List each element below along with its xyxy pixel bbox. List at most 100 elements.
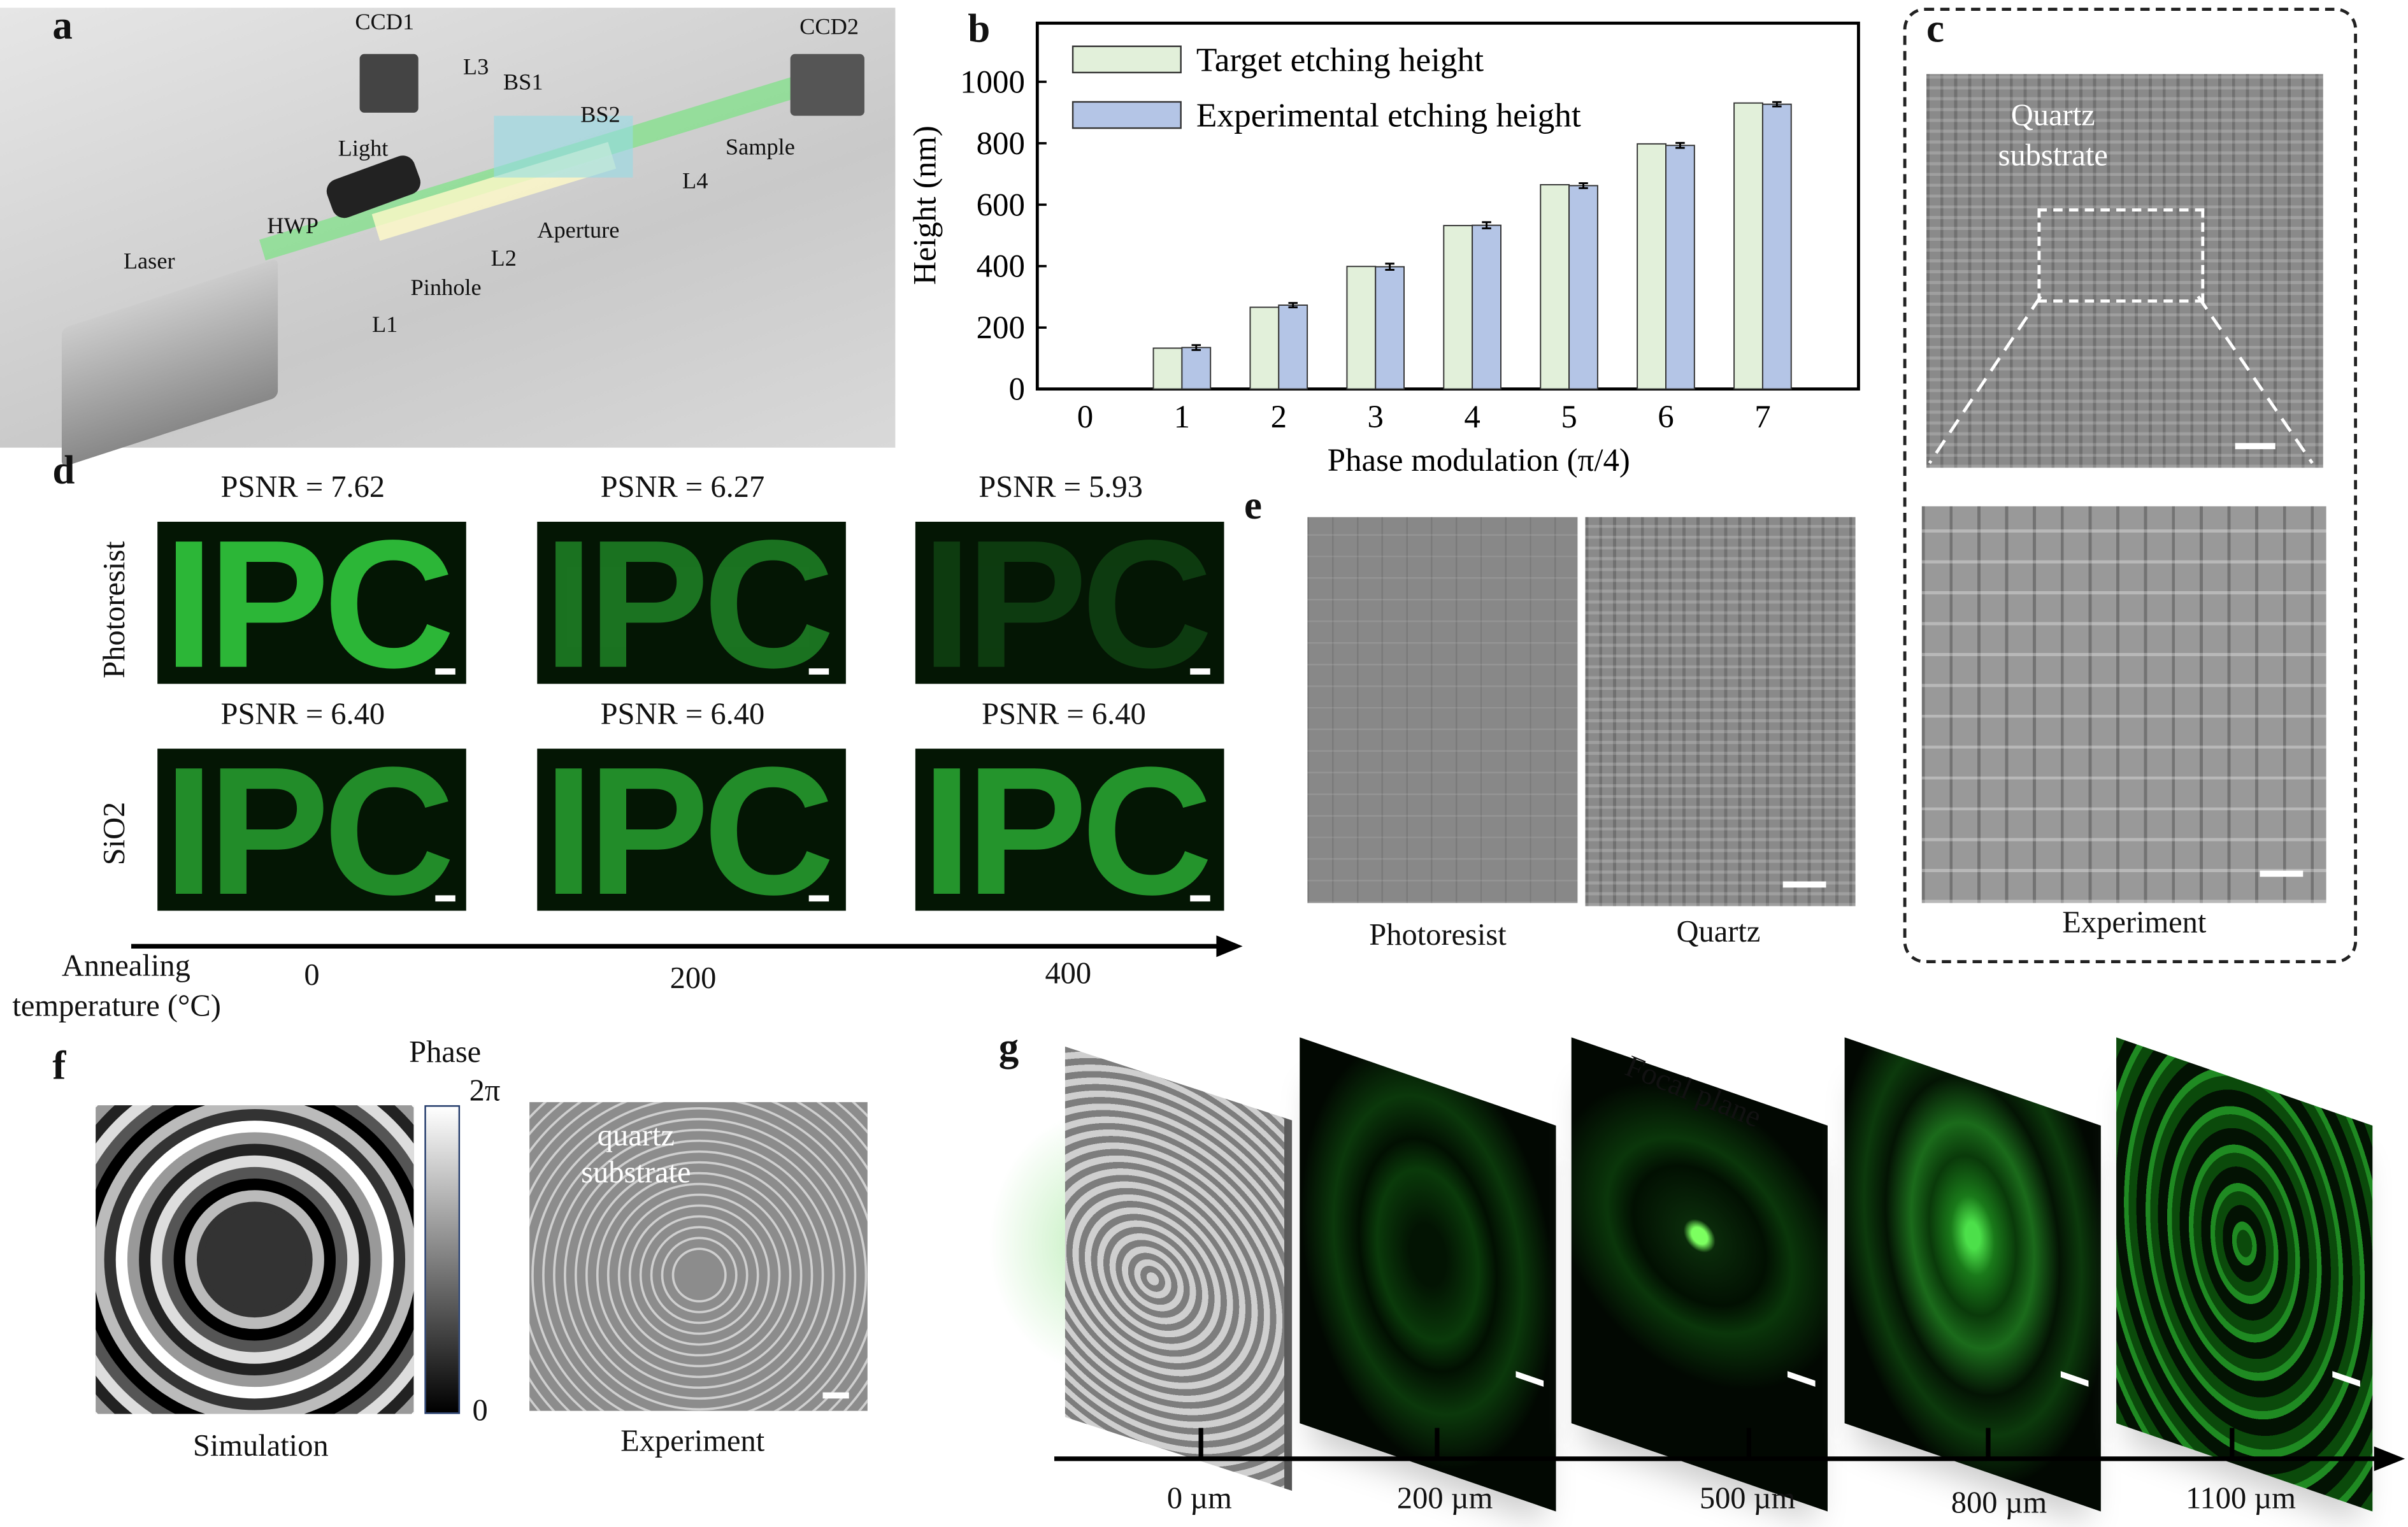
label-ccd2: CCD2 [799,15,859,41]
scale-bar [822,1392,849,1399]
etched-ring [531,1107,868,1411]
ipc-image: IPC [915,749,1224,911]
quartz-substrate-label: Quartz substrate [1998,99,2108,173]
y-tick-label: 1000 [960,64,1025,100]
x-tick-label: 3 [1368,399,1384,435]
lens-sample [1064,1046,1293,1491]
beam-splitters [494,115,633,178]
etched-ring [585,1161,813,1389]
colorbar-title: Phase [409,1035,482,1070]
bar-target [1637,143,1666,390]
phase-colorbar [424,1105,461,1414]
x-tick-label: 7 [1754,399,1770,435]
panel-c-border [1903,8,2358,964]
bar-experimental [1472,224,1501,390]
tick-400: 400 [1045,957,1092,991]
zoom-lines [1928,295,2314,464]
panel-label-e: e [1244,483,1262,528]
label-light: Light [338,137,389,162]
x-tick-label: 1 [1174,399,1190,435]
error-bar [1288,302,1298,308]
bar-target [1540,183,1570,390]
ipc-image: IPC [915,522,1224,684]
tick-200um: 200 µm [1396,1482,1493,1516]
zoom-region-box [2037,208,2205,303]
label-ccd1: CCD1 [355,10,415,36]
error-bar [1482,221,1491,229]
y-tick-label: 800 [977,126,1025,162]
label-l3: L3 [462,55,489,81]
etched-ring [671,1247,727,1303]
etched-ring [553,1128,846,1411]
temperature-arrow [131,935,1243,957]
x-tick-label: 4 [1464,399,1480,435]
experiment-quartz-image [529,1102,868,1411]
error-bar [1579,182,1588,189]
axis-label-temperature: temperature (°C) [12,989,221,1024]
bar-target [1443,225,1473,390]
psnr-r2c2: PSNR = 6.40 [600,698,765,732]
etched-ring [628,1204,770,1346]
error-bar [1385,262,1394,271]
row-label-photoresist: Photoresist [97,541,133,678]
etched-ring [617,1193,781,1357]
bar-target [1733,102,1763,390]
tick-200: 200 [670,961,717,996]
psnr-r1c1: PSNR = 7.62 [220,471,385,505]
caption-experiment-c: Experiment [2062,906,2207,940]
quartz-substrate-sem [1926,74,2323,468]
label-pinhole: Pinhole [410,276,482,301]
laser-body [61,258,278,468]
tick-800um: 800 µm [1951,1486,2047,1521]
etched-ring [606,1182,792,1368]
psnr-r1c3: PSNR = 5.93 [978,471,1143,505]
bar-experimental [1761,103,1792,390]
label-aperture: Aperture [537,219,620,244]
y-tick-label: 600 [977,187,1025,223]
etched-ring [574,1150,824,1400]
quartz-sem [1585,517,1856,907]
bar-experimental [1665,145,1695,390]
colorbar-min: 0 [472,1394,488,1428]
label-bs1: BS1 [503,71,543,96]
bar-experimental [1375,266,1405,390]
etched-ring [542,1118,857,1411]
bar-experimental [1568,185,1598,390]
y-tick-label: 0 [1009,372,1025,408]
x-tick-label: 5 [1561,399,1577,435]
tick-0um: 0 µm [1166,1482,1232,1516]
label-l4: L4 [682,169,708,195]
panel-a-setup-render [0,8,896,468]
etched-ring [564,1139,835,1411]
experiment-sem-zoom [1921,506,2326,903]
tick-500um: 500 µm [1699,1482,1796,1516]
label-laser: Laser [123,250,175,275]
etched-ring [596,1172,803,1379]
y-tick-label: 400 [977,249,1025,285]
panel-label-d: d [52,447,75,492]
label-bs2: BS2 [580,103,620,129]
error-bar [1772,101,1782,108]
caption-simulation: Simulation [192,1429,329,1464]
axis-label-annealing: Annealing [61,949,190,984]
error-bar [1675,141,1685,149]
bar-target [1152,347,1183,390]
bar-target [1249,306,1280,390]
x-axis-label: Phase modulation (π/4) [1328,443,1630,478]
label-sample: Sample [725,136,795,161]
panel-label-b: b [968,6,991,51]
tick-0: 0 [304,958,320,993]
psnr-r2c1: PSNR = 6.40 [220,698,385,732]
quartz-substrate-label-f: quartz substrate [581,1119,691,1191]
scale-bar [1782,881,1826,888]
x-tick-label: 2 [1271,399,1287,435]
bar-chart: 0 200 400 600 800 1000 0 1 2 3 4 5 6 7 Phase modulatio… [907,21,1860,478]
simulation-phase-map [96,1105,414,1414]
panel-label-f: f [52,1043,66,1089]
label-hwp: HWP [267,214,319,240]
ipc-image: IPC [157,749,466,911]
ipc-image: IPC [157,522,466,684]
panel-label-g: g [998,1024,1019,1070]
bar-target [1346,266,1377,390]
